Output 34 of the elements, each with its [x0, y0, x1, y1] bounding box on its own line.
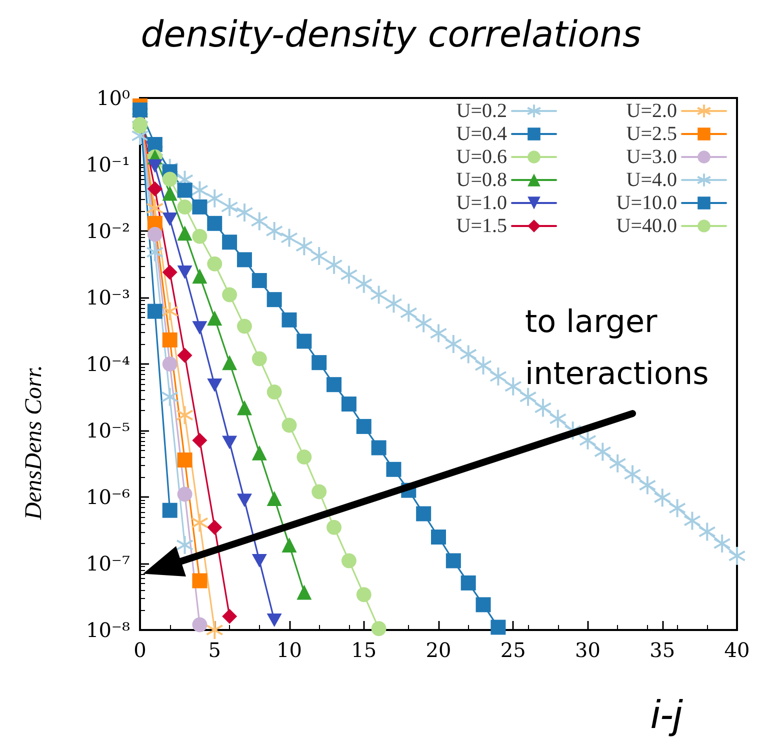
y-tick-label: 10⁻¹: [86, 152, 130, 176]
x-tick-label: 40: [724, 638, 750, 662]
y-tick-label: 10⁻⁴: [86, 352, 130, 376]
legend-label: U=0.8: [456, 169, 507, 191]
x-tick-label: 35: [650, 638, 676, 662]
y-tick-label: 10⁻⁵: [86, 418, 130, 442]
legend-label: U=10.0: [616, 192, 677, 214]
chart-title: density-density correlations: [140, 14, 642, 56]
y-tick-label: 10⁻⁶: [86, 485, 130, 509]
x-tick-label: 0: [134, 638, 146, 662]
y-tick-label: 10⁻³: [86, 286, 130, 310]
legend-label: U=2.0: [626, 100, 677, 122]
annotation: to larger interactions: [525, 304, 709, 392]
legend-label: U=2.5: [626, 123, 677, 145]
x-tick-label: 15: [351, 638, 377, 662]
legend-label: U=0.6: [456, 146, 507, 168]
legend-label: U=4.0: [626, 169, 677, 191]
y-tick-label: 10⁻²: [86, 219, 130, 243]
y-tick-label: 10⁰: [96, 86, 130, 110]
legend-label: U=0.4: [456, 123, 507, 145]
legend-label: U=1.0: [456, 192, 507, 214]
legend-label: U=3.0: [626, 146, 677, 168]
y-axis-title: DensDens Corr.: [21, 364, 47, 521]
x-tick-label: 5: [208, 638, 221, 662]
x-tick-label: 10: [276, 638, 302, 662]
x-tick-label: 20: [426, 638, 452, 662]
y-tick-label: 10⁻⁷: [86, 552, 130, 576]
y-tick-label: 10⁻⁸: [86, 618, 130, 642]
x-tick-label: 30: [575, 638, 600, 662]
legend-label: U=0.2: [456, 100, 507, 122]
legend-label: U=40.0: [616, 215, 677, 237]
x-axis-title: i-j: [650, 693, 684, 737]
legend-label: U=1.5: [456, 215, 507, 237]
x-tick-label: 25: [500, 638, 526, 662]
